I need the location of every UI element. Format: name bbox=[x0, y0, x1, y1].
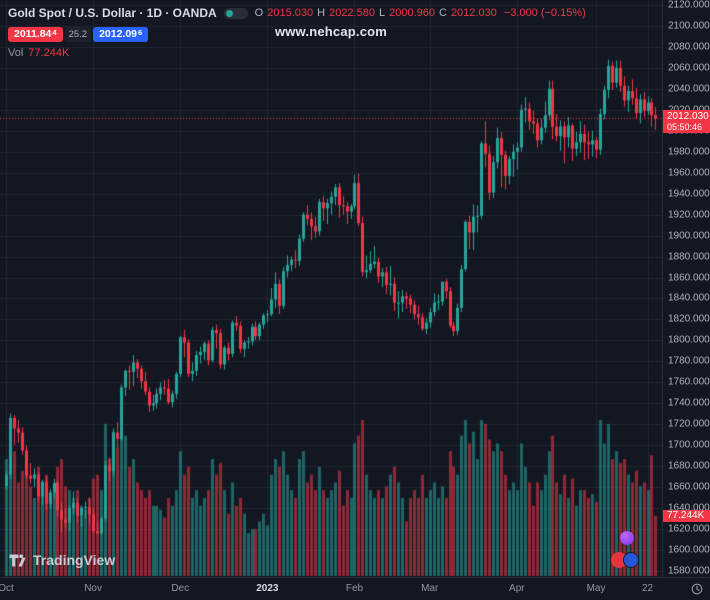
tradingview-logo[interactable]: TradingView bbox=[8, 550, 115, 569]
price-axis-label: 1820.000 bbox=[668, 313, 710, 325]
pair-blue-circle-icon bbox=[623, 552, 639, 568]
price-axis-label: 2120.000 bbox=[668, 0, 710, 11]
chart-legend: Gold Spot / U.S. Dollar · 1D · OANDA O 20… bbox=[8, 5, 586, 59]
price-axis-label: 1580.000 bbox=[668, 565, 710, 577]
promo-bubble-icon[interactable] bbox=[620, 531, 634, 545]
time-axis-label[interactable]: 2023 bbox=[256, 583, 279, 594]
candlestick-chart-canvas[interactable] bbox=[0, 0, 662, 577]
price-axis-label: 1920.000 bbox=[668, 209, 710, 221]
price-axis-label: 1900.000 bbox=[668, 230, 710, 242]
volume-indicator-value: 77.244K bbox=[28, 47, 70, 59]
price-axis-label: 1800.000 bbox=[668, 334, 710, 346]
close-value: 2012.030 bbox=[450, 7, 497, 19]
time-axis-label[interactable]: 22 bbox=[641, 583, 654, 594]
price-axis-label: 1840.000 bbox=[668, 292, 710, 304]
price-axis-label: 2080.000 bbox=[668, 41, 710, 53]
sell-button[interactable]: 2011.84 4 bbox=[8, 26, 63, 42]
price-axis-label: 1700.000 bbox=[668, 439, 710, 451]
sell-price-fraction: 4 bbox=[52, 27, 57, 37]
time-axis-label[interactable]: Apr bbox=[509, 583, 525, 594]
volume-axis-badge: 77.244K bbox=[663, 509, 710, 522]
symbol-title[interactable]: Gold Spot / U.S. Dollar · 1D · OANDA bbox=[8, 6, 217, 20]
clock-icon[interactable] bbox=[691, 583, 703, 595]
low-label: L bbox=[378, 7, 386, 19]
spread-value: 25.2 bbox=[64, 26, 92, 42]
instrument-pair-icon[interactable] bbox=[611, 552, 640, 568]
tradingview-logo-text: TradingView bbox=[33, 551, 116, 568]
time-axis[interactable]: Oct Nov Dec 2023 Feb Mar Apr May 22 bbox=[0, 577, 710, 600]
price-axis-label: 1860.000 bbox=[668, 272, 710, 283]
market-open-dot-icon bbox=[225, 9, 233, 17]
price-axis-label: 2020.000 bbox=[668, 104, 710, 115]
sell-price: 2011.84 bbox=[14, 27, 52, 40]
low-value: 2000.960 bbox=[389, 7, 435, 19]
price-axis-label: 1780.000 bbox=[668, 355, 710, 367]
chart-pane[interactable]: www.nehcap.com Gold Spot / U.S. Dollar ·… bbox=[0, 0, 662, 577]
price-axis-label: 1720.000 bbox=[668, 418, 710, 430]
open-value: 2015.030 bbox=[267, 7, 314, 19]
time-axis-label[interactable]: Feb bbox=[345, 583, 364, 594]
bar-close-countdown: 05:50:46 bbox=[667, 122, 703, 133]
high-label: H bbox=[317, 7, 326, 19]
price-axis-label: 1960.000 bbox=[668, 167, 710, 179]
price-axis-label: 1980.000 bbox=[668, 146, 710, 158]
buy-button[interactable]: 2012.09 6 bbox=[93, 26, 149, 42]
buy-price: 2012.09 bbox=[99, 27, 138, 40]
high-value: 2022.580 bbox=[329, 7, 375, 19]
price-axis-label: 1880.000 bbox=[668, 251, 710, 263]
price-axis-label: 1640.000 bbox=[668, 502, 710, 514]
price-axis-label: 1600.000 bbox=[668, 544, 710, 556]
time-axis-label[interactable]: Mar bbox=[421, 583, 439, 594]
price-axis[interactable]: 2120.000 2100.000 2080.000 2060.000 2040.000… bbox=[662, 0, 710, 577]
open-label: O bbox=[254, 7, 264, 19]
price-axis-label: 1760.000 bbox=[668, 376, 710, 388]
time-axis-label[interactable]: Dec bbox=[171, 583, 190, 594]
price-axis-label: 1660.000 bbox=[668, 481, 710, 493]
price-axis-label: 1940.000 bbox=[668, 188, 710, 200]
last-price-value: 2012.030 bbox=[667, 111, 709, 123]
market-status-toggle[interactable] bbox=[223, 7, 248, 19]
price-axis-label: 2100.000 bbox=[668, 20, 710, 32]
price-axis-label: 1620.000 bbox=[668, 523, 710, 535]
buy-price-fraction: 6 bbox=[138, 27, 143, 37]
volume-indicator-label[interactable]: Vol bbox=[8, 47, 24, 59]
time-axis-label[interactable]: Oct bbox=[0, 583, 14, 594]
close-label: C bbox=[438, 7, 447, 19]
time-axis-label[interactable]: May bbox=[586, 583, 606, 594]
price-axis-label: 2040.000 bbox=[668, 83, 710, 95]
time-axis-label[interactable]: Nov bbox=[84, 583, 103, 594]
tradingview-logo-icon bbox=[9, 554, 26, 567]
last-price-axis-badge: 2012.030 05:50:46 bbox=[663, 110, 710, 134]
ohlc-readout: O 2015.030 H 2022.580 L 2000.960 C 2012.030 … bbox=[255, 7, 586, 19]
price-axis-label: 2060.000 bbox=[668, 62, 710, 74]
change-value: −3.000 (−0.15%) bbox=[503, 7, 586, 19]
price-axis-label: 1740.000 bbox=[668, 397, 710, 409]
price-axis-label: 1680.000 bbox=[668, 460, 710, 472]
